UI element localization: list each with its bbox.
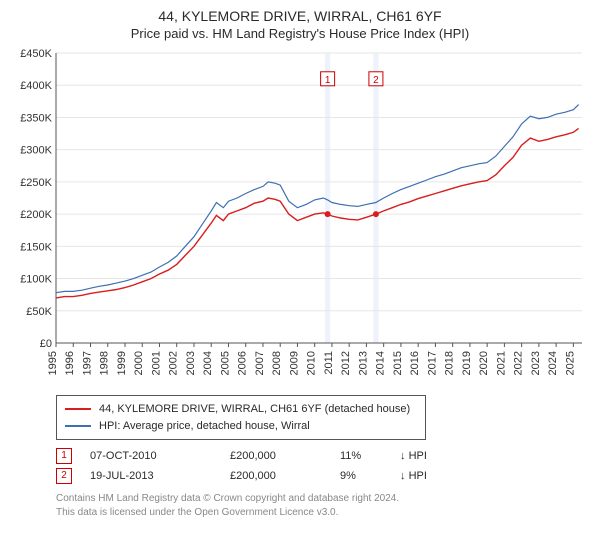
legend-item: HPI: Average price, detached house, Wirr… [65, 418, 417, 435]
sales-table: 1 07-OCT-2010 £200,000 11% ↓ HPI 2 19-JU… [56, 446, 590, 486]
svg-text:2008: 2008 [271, 351, 283, 375]
svg-text:1997: 1997 [81, 351, 93, 375]
svg-text:£450K: £450K [20, 48, 52, 60]
license-line: This data is licensed under the Open Gov… [56, 506, 590, 520]
svg-text:£300K: £300K [20, 145, 52, 157]
sale-price: £200,000 [230, 450, 340, 462]
svg-text:2024: 2024 [547, 351, 559, 375]
legend-item: 44, KYLEMORE DRIVE, WIRRAL, CH61 6YF (de… [65, 401, 417, 418]
license-line: Contains HM Land Registry data © Crown c… [56, 492, 590, 506]
sale-marker-box: 2 [56, 468, 72, 484]
legend-label: 44, KYLEMORE DRIVE, WIRRAL, CH61 6YF (de… [99, 401, 410, 418]
svg-text:2016: 2016 [409, 351, 421, 375]
sale-price: £200,000 [230, 470, 340, 482]
svg-text:2007: 2007 [254, 351, 266, 375]
svg-text:2011: 2011 [323, 351, 335, 375]
svg-text:£400K: £400K [20, 80, 52, 92]
svg-text:£200K: £200K [20, 209, 52, 221]
svg-text:£0: £0 [40, 338, 52, 350]
chart-svg: £0 £50K £100K £150K £200K £250K £300K £350K £400… [10, 47, 590, 387]
svg-text:2010: 2010 [306, 351, 318, 375]
svg-text:2006: 2006 [237, 351, 249, 375]
sale-date: 19-JUL-2013 [90, 470, 230, 482]
legend: 44, KYLEMORE DRIVE, WIRRAL, CH61 6YF (de… [56, 395, 426, 440]
svg-text:£50K: £50K [26, 306, 52, 318]
svg-text:1999: 1999 [116, 351, 128, 375]
svg-text:2020: 2020 [478, 351, 490, 375]
legend-swatch [65, 425, 91, 427]
svg-text:2009: 2009 [288, 351, 300, 375]
legend-swatch [65, 408, 91, 410]
svg-text:1996: 1996 [64, 351, 76, 375]
sale-arrow: ↓ HPI [400, 470, 460, 482]
svg-text:2019: 2019 [461, 351, 473, 375]
license-text: Contains HM Land Registry data © Crown c… [56, 492, 590, 519]
svg-text:2013: 2013 [357, 351, 369, 375]
svg-text:2002: 2002 [168, 351, 180, 375]
table-row: 1 07-OCT-2010 £200,000 11% ↓ HPI [56, 446, 590, 466]
svg-text:£350K: £350K [20, 112, 52, 124]
page-title: 44, KYLEMORE DRIVE, WIRRAL, CH61 6YF [10, 8, 590, 24]
sale-marker-box: 1 [56, 448, 72, 464]
svg-text:1995: 1995 [47, 351, 59, 375]
svg-text:1: 1 [325, 75, 331, 86]
svg-text:2012: 2012 [340, 351, 352, 375]
svg-text:2: 2 [373, 75, 379, 86]
chart: £0 £50K £100K £150K £200K £250K £300K £350K £400… [10, 47, 590, 387]
svg-text:2014: 2014 [375, 351, 387, 375]
svg-text:2017: 2017 [426, 351, 438, 375]
svg-text:2001: 2001 [150, 351, 162, 375]
svg-text:£100K: £100K [20, 274, 52, 286]
sale-delta: 9% [340, 470, 400, 482]
sale-date: 07-OCT-2010 [90, 450, 230, 462]
svg-text:2018: 2018 [444, 351, 456, 375]
sale-arrow: ↓ HPI [400, 450, 460, 462]
table-row: 2 19-JUL-2013 £200,000 9% ↓ HPI [56, 466, 590, 486]
svg-text:2023: 2023 [530, 351, 542, 375]
svg-text:2005: 2005 [219, 351, 231, 375]
svg-text:2022: 2022 [513, 351, 525, 375]
svg-text:£150K: £150K [20, 241, 52, 253]
sale-delta: 11% [340, 450, 400, 462]
svg-text:2003: 2003 [185, 351, 197, 375]
svg-text:£250K: £250K [20, 177, 52, 189]
svg-text:2025: 2025 [564, 351, 576, 375]
page-subtitle: Price paid vs. HM Land Registry's House … [10, 26, 590, 41]
svg-text:2015: 2015 [392, 351, 404, 375]
svg-text:2021: 2021 [495, 351, 507, 375]
svg-text:1998: 1998 [99, 351, 111, 375]
legend-label: HPI: Average price, detached house, Wirr… [99, 418, 310, 435]
svg-text:2004: 2004 [202, 351, 214, 375]
svg-text:2000: 2000 [133, 351, 145, 375]
